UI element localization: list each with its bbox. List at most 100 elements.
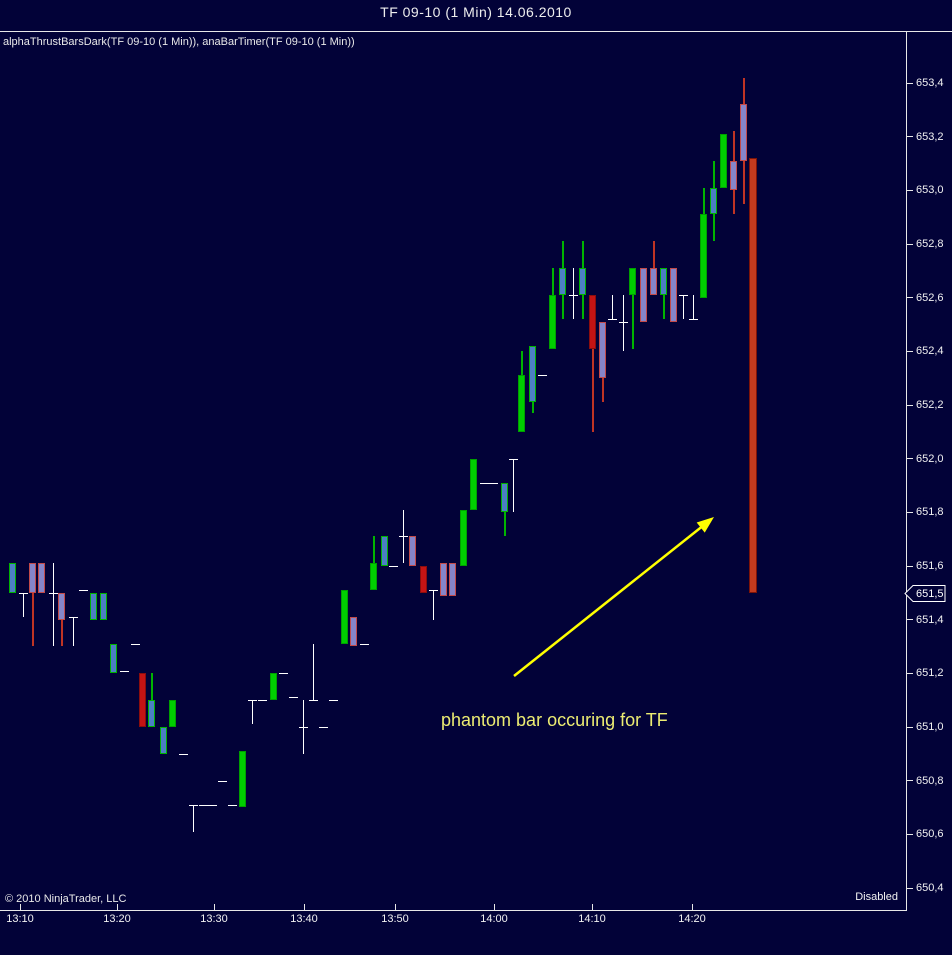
candle-body	[579, 268, 586, 295]
bar-price-tick	[19, 592, 28, 594]
time-tick	[214, 904, 215, 910]
price-tick-label: 650,8	[916, 774, 944, 787]
bar-range-line	[683, 294, 684, 320]
candle-body	[169, 700, 176, 727]
bar-price-tick	[509, 458, 518, 460]
candle-body	[460, 509, 467, 566]
bar-price-tick	[79, 590, 88, 592]
bar-range-line	[252, 700, 253, 725]
time-tick-label: 13:30	[200, 913, 228, 925]
bar-range-line	[433, 590, 434, 620]
annotation-text[interactable]: phantom bar occuring for TF	[441, 710, 668, 730]
candle-lower-wick	[532, 402, 534, 414]
price-tick	[907, 243, 913, 245]
price-tick-label: 650,4	[916, 882, 944, 894]
candle-body	[549, 294, 556, 349]
bar-range-line	[573, 268, 574, 320]
candle-body	[381, 536, 388, 566]
candle-body	[90, 592, 97, 620]
bar-price-tick	[309, 700, 318, 702]
bar-range-line	[612, 294, 613, 320]
candle-upper-wick	[521, 351, 523, 376]
price-tick	[907, 833, 913, 835]
bar-price-tick	[189, 804, 198, 806]
candle-upper-wick	[743, 77, 745, 105]
bar-range-line	[303, 700, 304, 754]
bar-price-tick	[429, 590, 438, 592]
price-tick	[907, 511, 913, 513]
chart-plot-area[interactable]	[0, 32, 906, 910]
time-axis-line	[0, 910, 907, 911]
price-tick	[907, 82, 913, 84]
candle-upper-wick	[653, 241, 655, 269]
candle-body	[38, 563, 45, 593]
candle-upper-wick	[733, 131, 735, 161]
price-tick	[907, 136, 913, 138]
bar-price-tick	[480, 482, 489, 484]
bar-price-tick	[258, 700, 267, 702]
price-tick	[907, 672, 913, 674]
price-tick	[907, 458, 913, 460]
price-tick-label: 651,0	[916, 721, 944, 733]
candle-body	[470, 458, 477, 510]
candle-lower-wick	[743, 160, 745, 204]
time-tick-label: 14:20	[678, 913, 706, 925]
time-tick	[692, 904, 693, 910]
candle-body	[670, 268, 677, 322]
candle-body	[160, 727, 167, 754]
bar-price-tick	[679, 294, 688, 296]
candle-body	[350, 616, 357, 647]
bar-range-line	[53, 563, 54, 647]
price-tick-label: 651,4	[916, 613, 944, 626]
price-tick-label: 653,0	[916, 184, 944, 197]
candle-body	[370, 563, 377, 591]
bar-price-tick	[131, 643, 140, 645]
price-tick-label: 652,2	[916, 399, 944, 411]
price-tick-label: 652,6	[916, 291, 944, 304]
price-tick	[907, 404, 913, 406]
candle-body	[58, 592, 65, 620]
candle-body	[559, 268, 566, 295]
bar-range-line	[23, 592, 24, 617]
bar-range-line	[693, 294, 694, 320]
bar-range-line	[623, 294, 624, 352]
price-tick-label: 653,2	[916, 130, 944, 143]
candle-body	[629, 268, 636, 295]
candle-body	[529, 345, 536, 403]
time-tick	[20, 904, 21, 910]
bar-price-tick	[69, 616, 78, 618]
indicator-label: alphaThrustBarsDark(TF 09-10 (1 Min)), a…	[3, 36, 355, 48]
candle-body	[420, 566, 427, 593]
bar-price-tick	[619, 321, 628, 323]
bar-price-tick	[489, 482, 498, 484]
last-price-value: 651,5	[916, 588, 944, 600]
candle-body	[501, 482, 508, 513]
candle-lower-wick	[504, 512, 506, 537]
price-tick-label: 652,4	[916, 345, 944, 358]
bar-price-tick	[319, 727, 328, 728]
candle-lower-wick	[602, 378, 604, 403]
price-tick-label: 651,8	[916, 506, 944, 519]
price-tick	[907, 780, 913, 782]
bar-price-tick	[538, 375, 547, 377]
price-tick	[907, 297, 913, 299]
time-tick	[304, 904, 305, 910]
bar-price-tick	[329, 700, 338, 702]
time-tick	[494, 904, 495, 910]
status-badge[interactable]: Disabled	[855, 891, 898, 903]
bar-price-tick	[289, 697, 298, 699]
time-tick-label: 13:40	[290, 913, 318, 925]
candle-body	[270, 673, 277, 701]
time-tick-label: 13:50	[381, 913, 409, 925]
candle-body	[148, 700, 155, 727]
candle-lower-wick	[663, 294, 665, 320]
price-tick-label: 651,2	[916, 667, 944, 680]
time-tick	[117, 904, 118, 910]
bar-price-tick	[49, 592, 58, 594]
candle-body	[640, 268, 647, 322]
price-tick-label: 653,4	[916, 77, 944, 89]
time-tick-label: 14:00	[480, 913, 508, 925]
candle-body	[29, 563, 36, 593]
price-tick	[907, 189, 913, 191]
